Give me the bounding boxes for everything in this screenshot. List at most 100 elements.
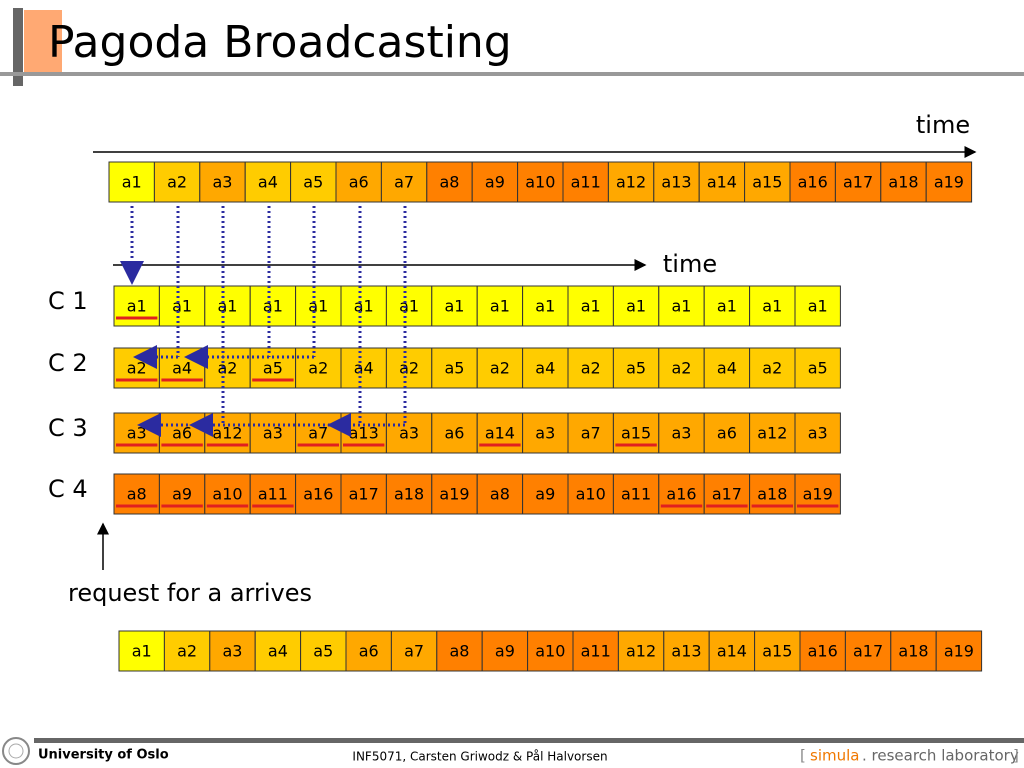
segment-label: a12 — [616, 173, 646, 192]
segment-label: a5 — [808, 359, 828, 378]
segment-cell — [295, 285, 342, 327]
segment-cell — [658, 285, 705, 327]
segment-label: a1 — [490, 297, 510, 316]
segment-label: a11 — [571, 173, 601, 192]
lab-text: . research laboratory — [862, 747, 1019, 765]
segment-label: a13 — [671, 642, 701, 661]
segment-cell — [522, 347, 569, 389]
time-label: time — [663, 250, 717, 278]
segment-label: a9 — [495, 642, 515, 661]
segment-cell — [431, 473, 478, 515]
segment-cell — [471, 161, 519, 203]
segment-cell — [567, 347, 614, 389]
segment-label: a6 — [717, 424, 737, 443]
segment-label: a5 — [303, 173, 323, 192]
dotted-arrows — [120, 206, 407, 437]
segment-label: a17 — [843, 173, 873, 192]
segment-label: a10 — [535, 642, 565, 661]
segment-label: a2 — [127, 359, 147, 378]
segment-label: a8 — [490, 485, 510, 504]
segment-cell — [572, 630, 619, 672]
segment-cell — [340, 285, 387, 327]
segment-label: a6 — [349, 173, 369, 192]
segment-label: a2 — [762, 359, 782, 378]
segment-cell — [522, 412, 569, 454]
segment-cell — [385, 473, 433, 515]
segment-cell — [794, 285, 841, 327]
segment-cell — [199, 161, 246, 203]
segment-cell — [431, 412, 478, 454]
segment-label: a4 — [717, 359, 737, 378]
segment-label: a9 — [485, 173, 505, 192]
channel-label: C 1 — [48, 287, 88, 315]
segment-label: a9 — [172, 485, 192, 504]
segment-label: a7 — [581, 424, 601, 443]
segment-cell — [749, 285, 796, 327]
channel-label: C 2 — [48, 349, 88, 377]
channel-label: C 4 — [48, 475, 88, 503]
title-decoration — [0, 8, 1024, 86]
segment-label: a17 — [349, 485, 379, 504]
segment-label: a3 — [808, 424, 828, 443]
segment-label: a3 — [263, 424, 283, 443]
segment-cell — [295, 473, 342, 515]
segment-label: a16 — [808, 642, 838, 661]
segment-cell — [653, 161, 700, 203]
segment-label: a1 — [132, 642, 152, 661]
segment-cell — [390, 630, 438, 672]
cells: a1 a2 a3 a4 a5 a6 a7 a8 a9 a10 a11 a12 a13 a14 a15 a16 a… — [48, 161, 983, 672]
segment-label: a2 — [167, 173, 187, 192]
segment-cell — [794, 412, 841, 454]
segment-label: a8 — [127, 485, 147, 504]
segment-cell — [703, 412, 751, 454]
footer: University of Oslo INF5071, Carsten Griw… — [2, 737, 1024, 765]
segment-label: a11 — [581, 642, 611, 661]
segment-label: a12 — [626, 642, 656, 661]
segment-cell — [612, 285, 660, 327]
lab-bracket: [ — [800, 747, 806, 765]
segment-cell — [476, 285, 524, 327]
segment-label: a2 — [490, 359, 510, 378]
segment-label: a16 — [303, 485, 333, 504]
segment-cell — [925, 161, 973, 203]
segment-cell — [754, 630, 801, 672]
segment-cell — [789, 161, 836, 203]
segment-label: a5 — [313, 642, 333, 661]
segment-label: a1 — [762, 297, 782, 316]
segment-cell — [834, 161, 882, 203]
segment-label: a6 — [445, 424, 465, 443]
segment-cell — [612, 473, 660, 515]
channel-label: C 3 — [48, 414, 88, 442]
segment-label: a15 — [762, 642, 792, 661]
segment-label: a4 — [172, 359, 192, 378]
segment-cell — [567, 285, 614, 327]
segment-label: a1 — [399, 297, 419, 316]
segment-cell — [935, 630, 983, 672]
segment-label: a15 — [621, 424, 651, 443]
lab-brand: simula — [810, 747, 859, 765]
segment-label: a1 — [445, 297, 465, 316]
segment-label: a16 — [666, 485, 696, 504]
segment-label: a3 — [223, 642, 243, 661]
segment-cell — [431, 347, 478, 389]
segment-cell — [153, 161, 201, 203]
segment-label: a11 — [621, 485, 651, 504]
segment-cell — [658, 347, 705, 389]
segment-label: a12 — [757, 424, 787, 443]
segment-cell — [385, 412, 433, 454]
segment-label: a2 — [672, 359, 692, 378]
segment-label: a3 — [213, 173, 233, 192]
segment-cell — [300, 630, 347, 672]
segment-label: a10 — [525, 173, 555, 192]
segment-label: a5 — [445, 359, 465, 378]
segment-cell — [476, 347, 524, 389]
segment-label: a10 — [576, 485, 606, 504]
segment-cell — [567, 412, 614, 454]
segment-label: a17 — [712, 485, 742, 504]
segment-label: a7 — [404, 642, 424, 661]
segment-cell — [340, 473, 387, 515]
segment-cell — [844, 630, 892, 672]
segment-label: a4 — [354, 359, 374, 378]
segment-cell — [158, 285, 206, 327]
segment-cell — [340, 347, 387, 389]
